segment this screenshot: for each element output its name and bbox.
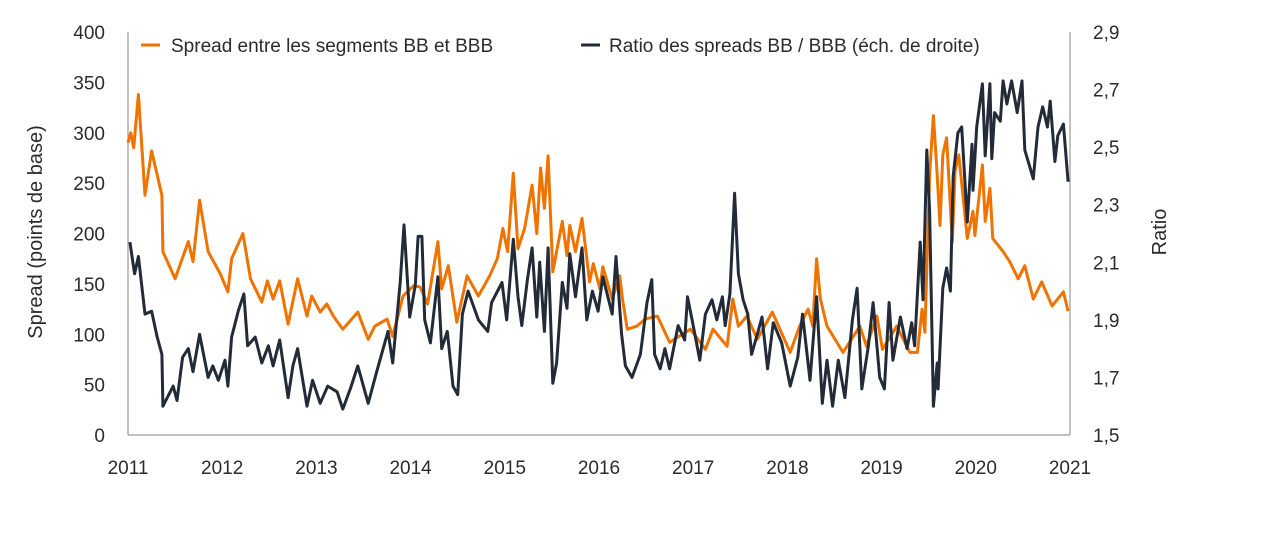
y-tick-label-left: 300 xyxy=(73,124,105,145)
y-tick-label-left: 50 xyxy=(84,376,105,397)
series-line-spread xyxy=(126,93,1070,354)
y-tick-label-right: 2,3 xyxy=(1093,196,1119,217)
x-tick-label: 2012 xyxy=(201,458,243,479)
y-tick-label-right: 1,9 xyxy=(1093,311,1119,332)
axes: 0 50 100 150 200 250 300 350 400 1,5 1,7 1,9 2,1 2,3 2… xyxy=(73,23,1119,479)
x-tick-label: 2020 xyxy=(955,458,997,479)
y-tick-label-left: 250 xyxy=(73,174,105,195)
y-tick-label-left: 350 xyxy=(73,73,105,94)
y-tick-label-right: 2,7 xyxy=(1093,81,1119,102)
y-tick-label-left: 400 xyxy=(73,23,105,44)
legend: Spread entre les segments BB et BBB Rati… xyxy=(141,36,980,57)
y-tick-label-right: 1,7 xyxy=(1093,368,1119,389)
x-tick-label: 2017 xyxy=(672,458,714,479)
x-tick-label: 2015 xyxy=(484,458,526,479)
x-tick-label: 2019 xyxy=(860,458,902,479)
y-tick-label-right: 2,9 xyxy=(1093,23,1119,44)
series-line-ratio xyxy=(128,79,1070,411)
y-tick-label-right: 2,5 xyxy=(1093,138,1119,159)
y-tick-label-left: 200 xyxy=(73,225,105,246)
y-tick-label-right: 2,1 xyxy=(1093,253,1119,274)
y-tick-label-left: 0 xyxy=(94,426,105,447)
y-axis-title-left: Spread (points de base) xyxy=(25,125,47,338)
legend-label-ratio: Ratio des spreads BB / BBB (éch. de droi… xyxy=(609,36,980,57)
x-tick-label: 2013 xyxy=(295,458,337,479)
series-group xyxy=(126,79,1070,411)
y-axis-title-right: Ratio xyxy=(1149,209,1171,256)
y-tick-label-right: 1,5 xyxy=(1093,426,1119,447)
x-tick-label: 2016 xyxy=(578,458,620,479)
x-tick-label: 2018 xyxy=(766,458,808,479)
legend-label-spread: Spread entre les segments BB et BBB xyxy=(171,36,493,57)
x-tick-label: 2011 xyxy=(108,458,149,479)
y-tick-label-left: 150 xyxy=(73,275,105,296)
x-tick-label: 2021 xyxy=(1049,458,1091,479)
x-tick-label: 2014 xyxy=(389,458,432,479)
y-tick-label-left: 100 xyxy=(73,325,105,346)
